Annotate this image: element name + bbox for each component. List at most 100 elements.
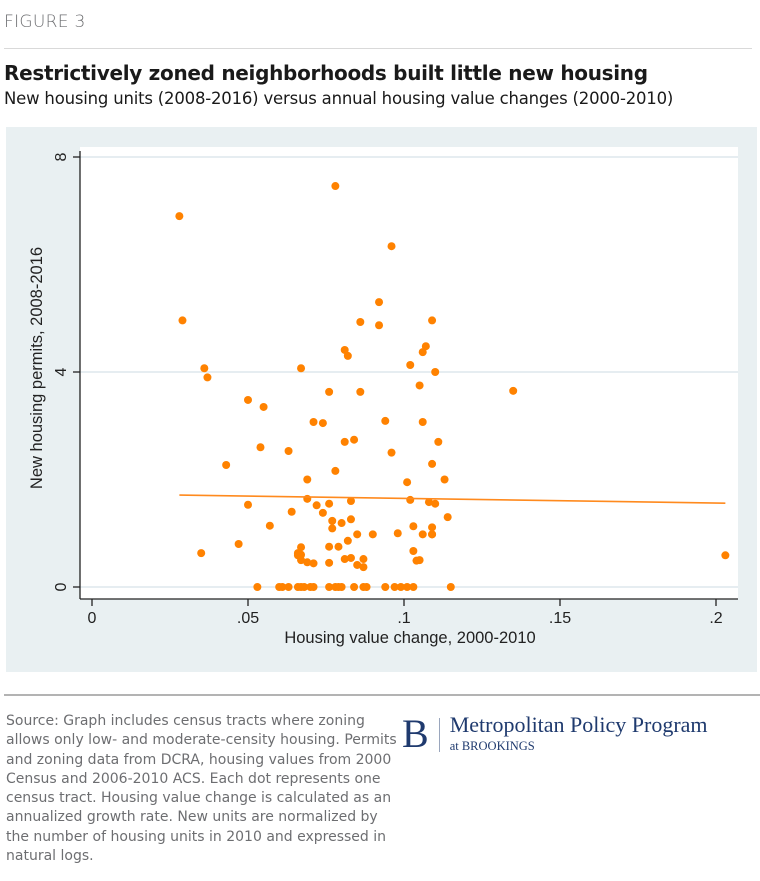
x-axis-ticks: 0 .05 .1 .15 .2 (88, 599, 723, 627)
data-point (325, 499, 334, 508)
x-axis-label: Housing value change, 2000-2010 (284, 629, 535, 647)
logo-program-name: Metropolitan Policy Program (449, 712, 708, 737)
data-point (331, 466, 340, 475)
data-point (309, 559, 318, 568)
data-point (434, 437, 443, 446)
data-point (387, 448, 396, 457)
data-point (175, 212, 184, 221)
data-point (393, 529, 402, 538)
data-points (175, 182, 730, 591)
data-point (362, 583, 371, 591)
logo-subtitle: at BROOKINGS (449, 739, 535, 753)
data-point (421, 342, 430, 351)
x-tick-label: .15 (549, 610, 571, 627)
data-point (334, 542, 343, 551)
data-point (256, 443, 265, 452)
data-point (375, 321, 384, 330)
data-point (406, 361, 415, 370)
data-point (424, 498, 433, 507)
data-point (337, 519, 346, 528)
data-point (403, 478, 412, 487)
brookings-logo: B Metropolitan Policy Program at BROOKIN… (402, 712, 708, 754)
data-point (297, 364, 306, 373)
data-point (303, 475, 312, 484)
y-tick-label: 4 (53, 367, 70, 376)
data-point (325, 583, 334, 591)
data-point (359, 563, 368, 572)
data-point (418, 417, 427, 426)
data-point (318, 508, 327, 517)
data-point (353, 530, 362, 539)
data-point (297, 550, 306, 559)
data-point (331, 182, 340, 191)
data-point (428, 316, 437, 325)
data-point (222, 460, 231, 469)
data-point (350, 583, 359, 591)
data-point (309, 417, 318, 426)
data-point (443, 513, 452, 522)
data-point (312, 501, 321, 510)
y-axis-label: New housing permits, 2008-2016 (28, 247, 46, 489)
top-divider (4, 48, 752, 49)
logo-separator (438, 718, 440, 752)
data-point (446, 583, 455, 591)
data-point (431, 499, 440, 508)
data-point (409, 583, 418, 591)
x-tick-label: .1 (397, 610, 410, 627)
data-point (178, 316, 187, 325)
data-point (381, 583, 390, 591)
data-point (431, 368, 440, 376)
brookings-b-icon: B (402, 711, 429, 756)
chart-title: Restrictively zoned neighborhoods built … (4, 61, 648, 85)
data-point (309, 583, 318, 591)
x-tick-label: .05 (237, 610, 259, 627)
data-point (343, 536, 352, 545)
data-point (203, 373, 212, 382)
data-point (350, 435, 359, 444)
data-point (721, 551, 730, 560)
data-point (418, 530, 427, 539)
data-point (300, 583, 309, 591)
chart-subtitle: New housing units (2008-2016) versus ann… (4, 89, 674, 108)
source-note: Source: Graph includes census tracts whe… (6, 713, 397, 865)
data-point (328, 516, 337, 525)
data-point (406, 495, 415, 504)
data-point (244, 395, 252, 404)
data-point (381, 416, 390, 425)
data-point (346, 553, 355, 562)
data-point (418, 348, 427, 357)
y-tick-label: 0 (53, 582, 70, 591)
data-point (409, 522, 418, 531)
data-point (440, 475, 449, 484)
data-point (325, 387, 334, 396)
x-tick-label: 0 (88, 610, 97, 627)
fit-line (179, 494, 726, 504)
data-point (353, 560, 362, 569)
data-point (200, 364, 209, 373)
data-point (403, 583, 412, 591)
data-point (259, 402, 268, 411)
data-point (396, 583, 405, 591)
data-point (337, 583, 346, 591)
figure-label: FIGURE 3 (4, 12, 86, 32)
data-point (340, 345, 349, 354)
data-point (428, 523, 437, 532)
data-point (244, 500, 252, 509)
data-point (325, 542, 334, 551)
data-point (297, 543, 306, 552)
data-point (325, 558, 334, 567)
x-tick-label: .2 (709, 610, 722, 627)
data-point (375, 298, 384, 307)
data-point (253, 583, 262, 591)
data-point (387, 242, 396, 251)
data-point (303, 494, 312, 503)
data-point (428, 459, 437, 468)
y-tick-label: 8 (53, 152, 70, 161)
data-point (368, 530, 377, 539)
data-point (303, 558, 312, 567)
data-point (284, 447, 293, 456)
data-point (346, 515, 355, 524)
data-point (409, 546, 418, 555)
data-point (197, 549, 206, 558)
